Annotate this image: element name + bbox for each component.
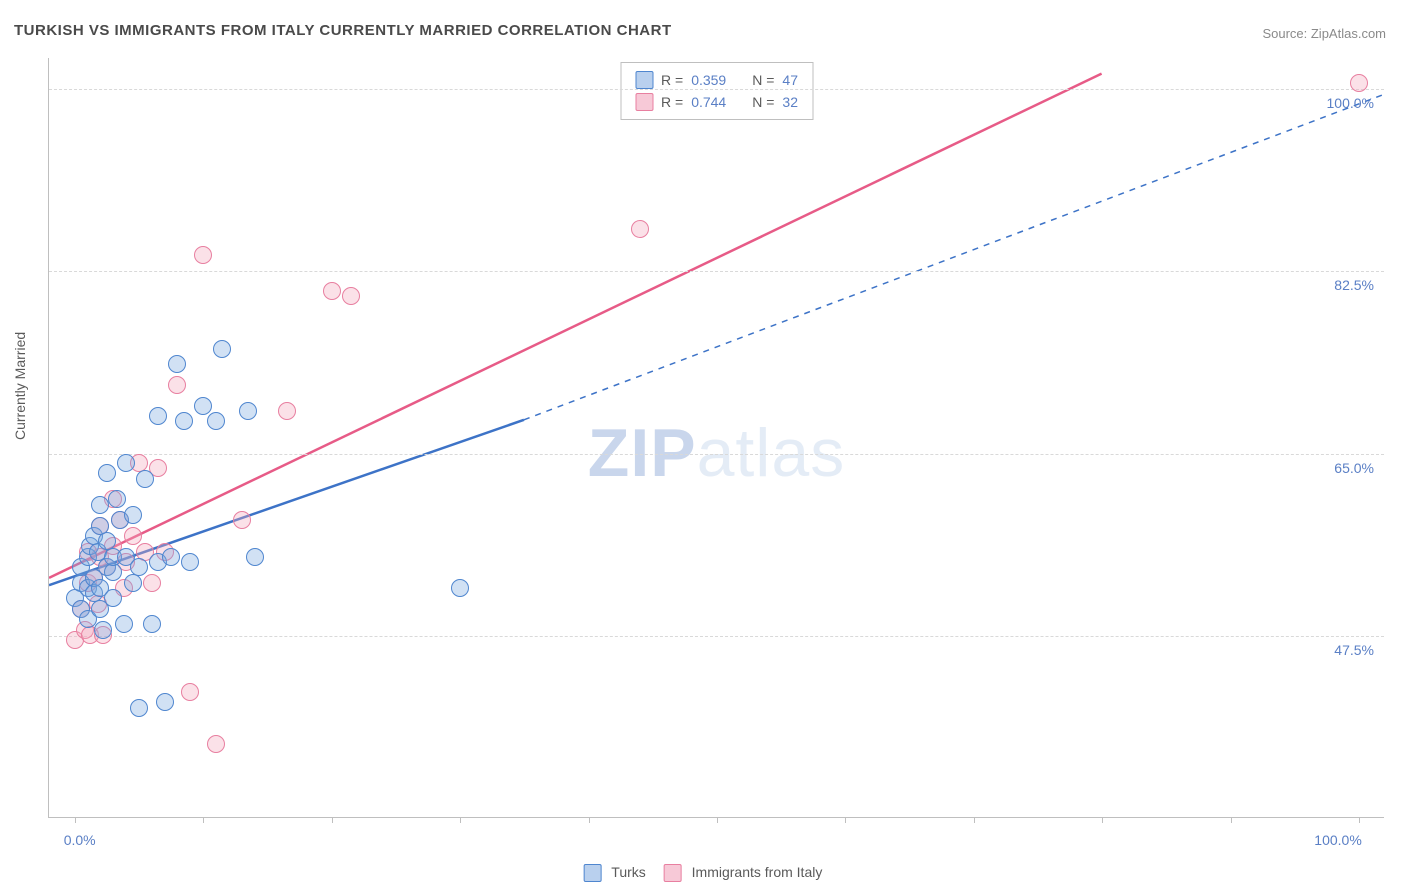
x-tick [1102,817,1103,823]
gridline [49,454,1384,455]
scatter-point-turks [143,615,161,633]
legend-item-turks: Turks [584,864,646,882]
y-tick-label: 82.5% [1334,277,1374,293]
scatter-point-turks [168,355,186,373]
x-tick [75,817,76,823]
scatter-point-italy [278,402,296,420]
x-tick [460,817,461,823]
x-tick [1231,817,1232,823]
scatter-point-italy [323,282,341,300]
correlation-legend: R = 0.359 N = 47 R = 0.744 N = 32 [620,62,813,120]
plot-area: ZIPatlas R = 0.359 N = 47 R = 0.744 N = … [48,58,1384,818]
scatter-point-turks [239,402,257,420]
scatter-point-turks [124,574,142,592]
scatter-point-turks [194,397,212,415]
scatter-point-italy [124,527,142,545]
n-label: N = [752,94,774,110]
scatter-point-italy [194,246,212,264]
scatter-point-turks [115,615,133,633]
scatter-point-turks [136,470,154,488]
gridline [49,271,1384,272]
scatter-point-turks [213,340,231,358]
r-value: 0.359 [691,72,726,88]
scatter-point-turks [98,464,116,482]
x-tick [203,817,204,823]
trend-lines-layer [49,58,1384,817]
scatter-point-italy [143,574,161,592]
scatter-point-turks [94,621,112,639]
scatter-point-italy [1350,74,1368,92]
x-tick-label: 0.0% [64,832,96,848]
source-attribution: Source: ZipAtlas.com [1262,26,1386,41]
scatter-point-italy [168,376,186,394]
x-tick [589,817,590,823]
scatter-point-italy [207,735,225,753]
scatter-point-turks [108,490,126,508]
legend-label: Turks [611,864,645,880]
gridline [49,89,1384,90]
scatter-point-turks [91,496,109,514]
gridline [49,636,1384,637]
legend-item-italy: Immigrants from Italy [664,864,823,882]
scatter-point-turks [149,407,167,425]
r-value: 0.744 [691,94,726,110]
legend-swatch-turks [635,71,653,89]
x-tick-label: 100.0% [1314,832,1361,848]
trend-line [524,94,1384,419]
n-label: N = [752,72,774,88]
scatter-point-turks [104,589,122,607]
series-legend: Turks Immigrants from Italy [584,864,823,882]
scatter-point-italy [233,511,251,529]
x-tick [717,817,718,823]
x-tick [1359,817,1360,823]
scatter-point-turks [246,548,264,566]
scatter-point-turks [124,506,142,524]
scatter-point-turks [162,548,180,566]
legend-row: R = 0.359 N = 47 [635,69,798,91]
scatter-point-turks [451,579,469,597]
legend-swatch-turks [584,864,602,882]
r-label: R = [661,94,683,110]
scatter-point-italy [342,287,360,305]
n-value: 32 [782,94,798,110]
y-tick-label: 47.5% [1334,642,1374,658]
x-tick [974,817,975,823]
legend-label: Immigrants from Italy [692,864,823,880]
x-tick [845,817,846,823]
scatter-point-italy [631,220,649,238]
legend-row: R = 0.744 N = 32 [635,91,798,113]
scatter-point-turks [207,412,225,430]
y-tick-label: 100.0% [1327,95,1374,111]
chart-container: TURKISH VS IMMIGRANTS FROM ITALY CURRENT… [0,0,1406,892]
y-tick-label: 65.0% [1334,460,1374,476]
scatter-point-turks [181,553,199,571]
x-tick [332,817,333,823]
scatter-point-turks [175,412,193,430]
n-value: 47 [782,72,798,88]
scatter-point-italy [181,683,199,701]
r-label: R = [661,72,683,88]
trend-line [49,74,1102,578]
scatter-point-turks [156,693,174,711]
legend-swatch-italy [635,93,653,111]
legend-swatch-italy [664,864,682,882]
scatter-point-turks [130,699,148,717]
scatter-point-turks [117,454,135,472]
y-axis-label: Currently Married [12,332,28,440]
scatter-point-turks [104,563,122,581]
chart-title: TURKISH VS IMMIGRANTS FROM ITALY CURRENT… [14,22,672,39]
scatter-point-turks [130,558,148,576]
